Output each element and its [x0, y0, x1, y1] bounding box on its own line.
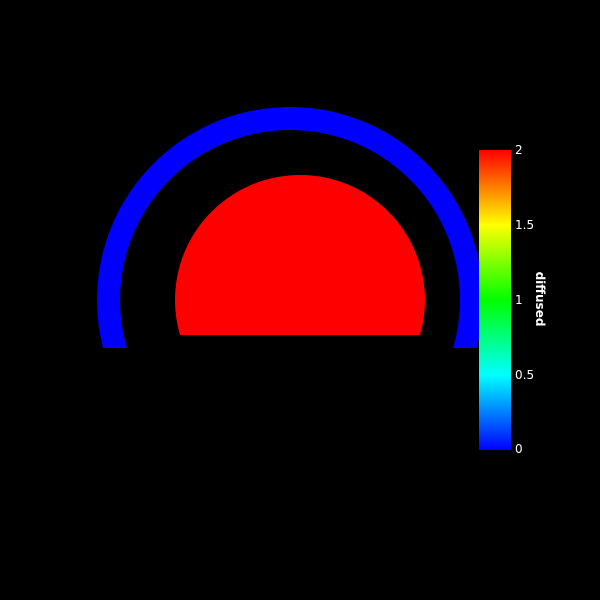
- colorbar-tick-label: 0: [515, 442, 523, 456]
- inner-red-disc: [175, 175, 425, 335]
- colorbar-tick-label: 1.5: [515, 218, 535, 232]
- colorbar-tick-label: 2: [515, 143, 523, 157]
- colorbar-tick-label: 1: [515, 293, 523, 307]
- outer-blue-ring: [97, 107, 483, 348]
- colorbar-gradient: [479, 150, 511, 450]
- colorbar-tick-label: 0.5: [515, 368, 535, 382]
- colorbar-title: diffused: [533, 271, 547, 327]
